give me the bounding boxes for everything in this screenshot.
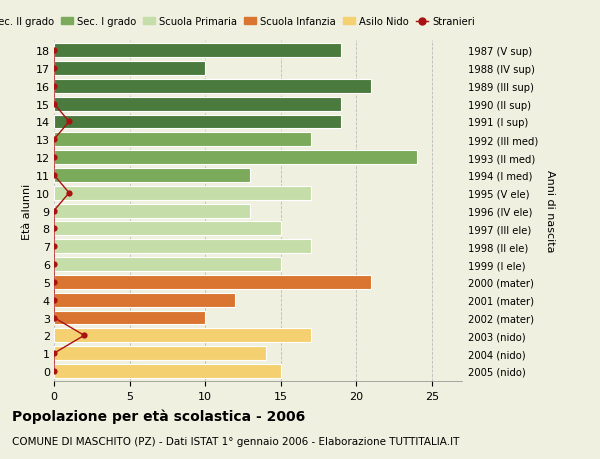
Text: COMUNE DI MASCHITO (PZ) - Dati ISTAT 1° gennaio 2006 - Elaborazione TUTTITALIA.I: COMUNE DI MASCHITO (PZ) - Dati ISTAT 1° …: [12, 436, 460, 446]
Bar: [54, 62, 205, 76]
Bar: [54, 222, 281, 236]
Bar: [54, 257, 281, 271]
Bar: [54, 329, 311, 342]
Bar: [54, 44, 341, 58]
Bar: [54, 80, 371, 94]
Bar: [54, 168, 250, 183]
Bar: [54, 364, 281, 378]
Bar: [54, 186, 311, 200]
Bar: [54, 240, 311, 254]
Bar: [54, 311, 205, 325]
Bar: [54, 151, 416, 165]
Bar: [54, 204, 250, 218]
Legend: Sec. II grado, Sec. I grado, Scuola Primaria, Scuola Infanzia, Asilo Nido, Stran: Sec. II grado, Sec. I grado, Scuola Prim…: [0, 17, 475, 28]
Bar: [54, 347, 266, 360]
Bar: [54, 275, 371, 289]
Bar: [54, 97, 341, 112]
Y-axis label: Anni di nascita: Anni di nascita: [545, 170, 555, 252]
Y-axis label: Età alunni: Età alunni: [22, 183, 32, 239]
Text: Popolazione per età scolastica - 2006: Popolazione per età scolastica - 2006: [12, 408, 305, 423]
Bar: [54, 293, 235, 307]
Bar: [54, 115, 341, 129]
Bar: [54, 133, 311, 147]
